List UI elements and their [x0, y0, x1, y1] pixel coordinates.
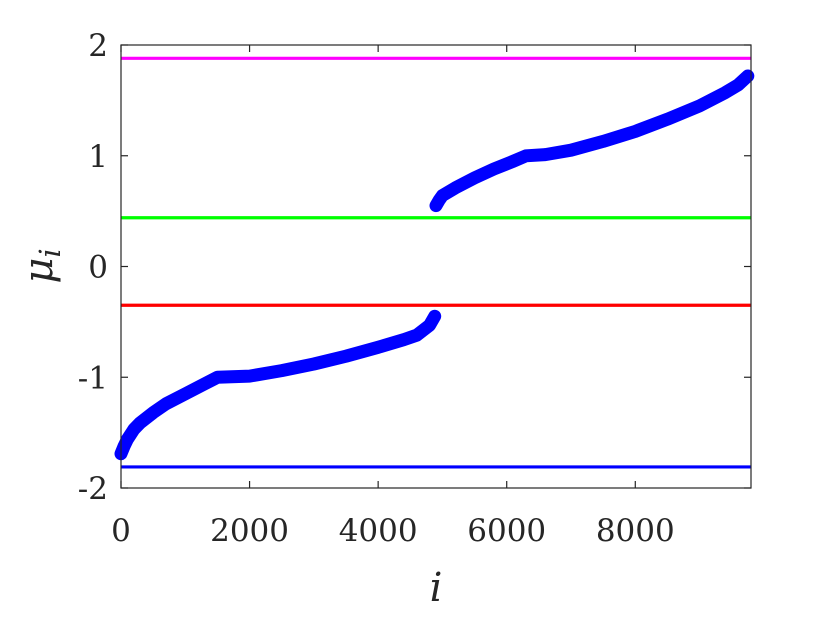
x-tick-label: 6000 — [467, 513, 546, 549]
data-point — [182, 390, 189, 398]
data-point — [744, 72, 751, 80]
y-axis-label-subscript: i — [33, 248, 67, 257]
data-point — [522, 152, 530, 159]
reference-lines — [121, 56, 751, 469]
series-0-segment-1 — [429, 69, 755, 213]
x-tick-label: 8000 — [596, 513, 675, 549]
data-point — [121, 442, 128, 450]
series-0-segment-0 — [114, 309, 442, 461]
y-tick-label: 1 — [88, 139, 108, 175]
data-point — [542, 151, 549, 158]
y-tick-label: 2 — [88, 28, 108, 64]
data-point — [436, 196, 443, 204]
data-point — [490, 165, 498, 173]
series-layer — [114, 69, 755, 461]
data-point — [567, 147, 575, 154]
data-point — [246, 372, 253, 380]
data-point — [201, 380, 208, 388]
y-tick-label: -2 — [78, 471, 108, 507]
data-point — [431, 313, 438, 320]
y-axis: -2 -1 0 1 2 — [78, 28, 751, 507]
data-point — [413, 331, 420, 339]
data-point — [342, 353, 350, 360]
data-point — [632, 128, 639, 135]
y-axis-label: μi — [16, 248, 67, 283]
data-point — [130, 426, 138, 433]
plot-frame — [120, 44, 752, 489]
data-point — [310, 360, 318, 368]
data-point — [696, 102, 703, 110]
data-point — [452, 184, 459, 192]
x-tick-label: 4000 — [339, 513, 418, 549]
x-axis-label: i — [430, 565, 443, 611]
data-point — [278, 367, 285, 374]
x-tick-label: 2000 — [210, 513, 289, 549]
data-point — [400, 336, 408, 343]
data-point — [124, 436, 131, 443]
data-point — [471, 174, 478, 182]
data-point — [599, 138, 607, 145]
data-point — [439, 192, 446, 199]
data-point — [149, 409, 157, 416]
x-axis: 0 2000 4000 6000 8000 — [111, 45, 675, 549]
y-axis-label-main: μ — [16, 258, 62, 284]
x-tick-label: 0 — [111, 513, 131, 549]
data-point — [734, 81, 742, 89]
data-point — [722, 89, 729, 96]
y-tick-label: 0 — [88, 250, 108, 286]
data-point — [137, 419, 144, 426]
data-point — [664, 116, 671, 123]
data-point — [426, 321, 433, 329]
data-point — [162, 400, 170, 408]
data-point — [432, 202, 440, 209]
y-tick-label: -1 — [78, 360, 108, 396]
data-point — [374, 344, 382, 351]
data-point — [214, 374, 221, 381]
data-point — [509, 158, 517, 165]
